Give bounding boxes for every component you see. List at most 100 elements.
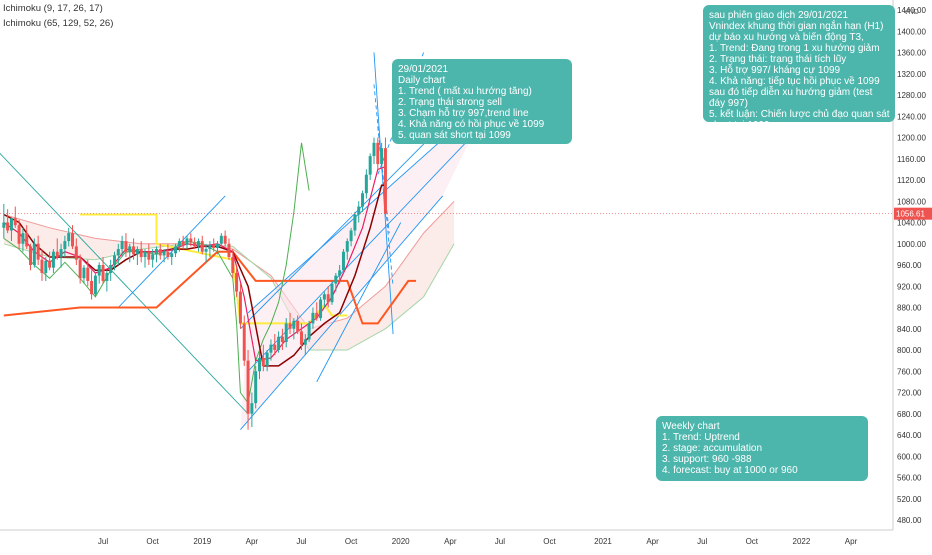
candle-body	[372, 142, 376, 157]
x-tick-label: Apr	[646, 537, 659, 546]
candle-body	[55, 251, 59, 258]
candle-body	[242, 323, 246, 361]
candle-body	[311, 312, 315, 324]
candle-body	[51, 251, 55, 268]
candle-body	[40, 259, 44, 273]
candle-body	[231, 257, 235, 273]
candle-body	[353, 214, 357, 231]
callout-line: sau đó tiếp diễn xu hướng giảm (test	[709, 87, 873, 98]
callout-line: Weekly chart	[662, 421, 720, 432]
candle-body	[166, 251, 170, 258]
y-tick-label: 1040.00	[897, 219, 926, 228]
candle-body	[334, 275, 338, 284]
callout-daily-chart: 29/01/2021 Daily chart 1. Trend ( mất xu h…	[392, 59, 572, 144]
candle-body	[299, 331, 303, 345]
y-tick-label: 560.00	[897, 474, 922, 483]
callout-h1-forecast: sau phiên giao dịch 29/01/2021 Vnindex kh…	[703, 5, 895, 122]
candle-body	[223, 235, 227, 244]
candle-body	[143, 251, 147, 258]
candle-body	[212, 244, 216, 248]
candle-body	[71, 233, 75, 247]
candle-body	[193, 242, 197, 247]
candle-body	[120, 241, 124, 250]
candle-body	[349, 230, 353, 242]
indicator-label-ichimoku-long[interactable]: Ichimoku (65, 129, 52, 26)	[3, 18, 114, 29]
x-tick-label: 2021	[594, 537, 612, 546]
candle-body	[273, 344, 277, 350]
candle-body	[258, 357, 262, 372]
candle-body	[93, 275, 97, 295]
candle-body	[185, 238, 189, 245]
candle-body	[303, 339, 307, 345]
candle-body	[307, 323, 311, 340]
channel-fill	[240, 95, 493, 430]
candle-body	[326, 294, 330, 303]
candle-body	[341, 251, 345, 271]
y-tick-label: 1360.00	[897, 49, 926, 58]
candle-body	[380, 148, 384, 165]
candle-body	[63, 241, 67, 250]
candle-body	[235, 272, 239, 292]
candle-body	[109, 265, 113, 273]
x-tick-label: Apr	[845, 537, 858, 546]
candle-body	[292, 320, 296, 329]
y-tick-label: 1320.00	[897, 70, 926, 79]
y-tick-label: 920.00	[897, 282, 922, 291]
candle-body	[345, 241, 349, 252]
candle-body	[132, 246, 136, 255]
candle-body	[29, 246, 33, 265]
candle-body	[101, 265, 105, 281]
x-tick-label: Jul	[697, 537, 707, 546]
candle-body	[74, 246, 78, 260]
candle-body	[162, 251, 166, 256]
candle-body	[338, 270, 342, 276]
y-tick-label: 480.00	[897, 516, 922, 525]
candle-body	[261, 357, 265, 366]
candle-body	[357, 206, 361, 215]
cloud-span-b	[3, 243, 455, 351]
candle-body	[36, 243, 40, 260]
y-tick-label: 680.00	[897, 410, 922, 419]
callout-line: dự báo xu hướng và biến động T3,	[709, 32, 864, 43]
callout-line: 5. quan sát short tại 1099	[398, 130, 511, 141]
x-tick-label: Apr	[246, 537, 259, 546]
y-tick-label: 840.00	[897, 325, 922, 334]
candle-body	[90, 280, 94, 295]
candle-body	[315, 312, 319, 319]
trend-line	[0, 152, 249, 415]
candle-body	[25, 233, 29, 247]
callout-line: 2. Trạng thái strong sell	[398, 97, 502, 108]
x-tick-label: Oct	[746, 537, 759, 546]
candle-body	[368, 156, 372, 175]
candle-body	[139, 249, 143, 258]
y-tick-label: 600.00	[897, 452, 922, 461]
candle-body	[204, 249, 208, 252]
y-tick-label: 960.00	[897, 261, 922, 270]
callout-weekly-chart: Weekly chart 1. Trend: Uptrend 2. stage: a…	[656, 416, 868, 481]
x-tick-label: Apr	[444, 537, 457, 546]
candle-body	[288, 323, 292, 329]
last-price-label: 1056.61	[896, 210, 925, 219]
candle-body	[21, 233, 25, 244]
candle-body	[116, 249, 120, 256]
candle-body	[246, 360, 250, 414]
candle-body	[44, 260, 48, 273]
candle-body	[17, 225, 21, 244]
trend-line	[247, 142, 466, 372]
candle-body	[219, 235, 223, 244]
callout-line: short tại 1099	[709, 120, 889, 122]
trend-line	[316, 222, 402, 383]
candle-body	[277, 336, 281, 350]
candle-body	[330, 283, 334, 303]
candle-body	[280, 336, 284, 343]
trend-line	[240, 195, 444, 430]
candle-body	[189, 238, 193, 243]
y-tick-label: 880.00	[897, 304, 922, 313]
y-tick-label: 1120.00	[897, 176, 926, 185]
candle-body	[82, 267, 86, 279]
indicator-label-ichimoku-short[interactable]: Ichimoku (9, 17, 26, 17)	[3, 3, 103, 14]
candle-body	[78, 259, 82, 279]
y-tick-label: 800.00	[897, 346, 922, 355]
candle-body	[227, 243, 231, 258]
callout-line: 4. Khả năng: tiếp tục hồi phục về 1099	[709, 76, 880, 87]
